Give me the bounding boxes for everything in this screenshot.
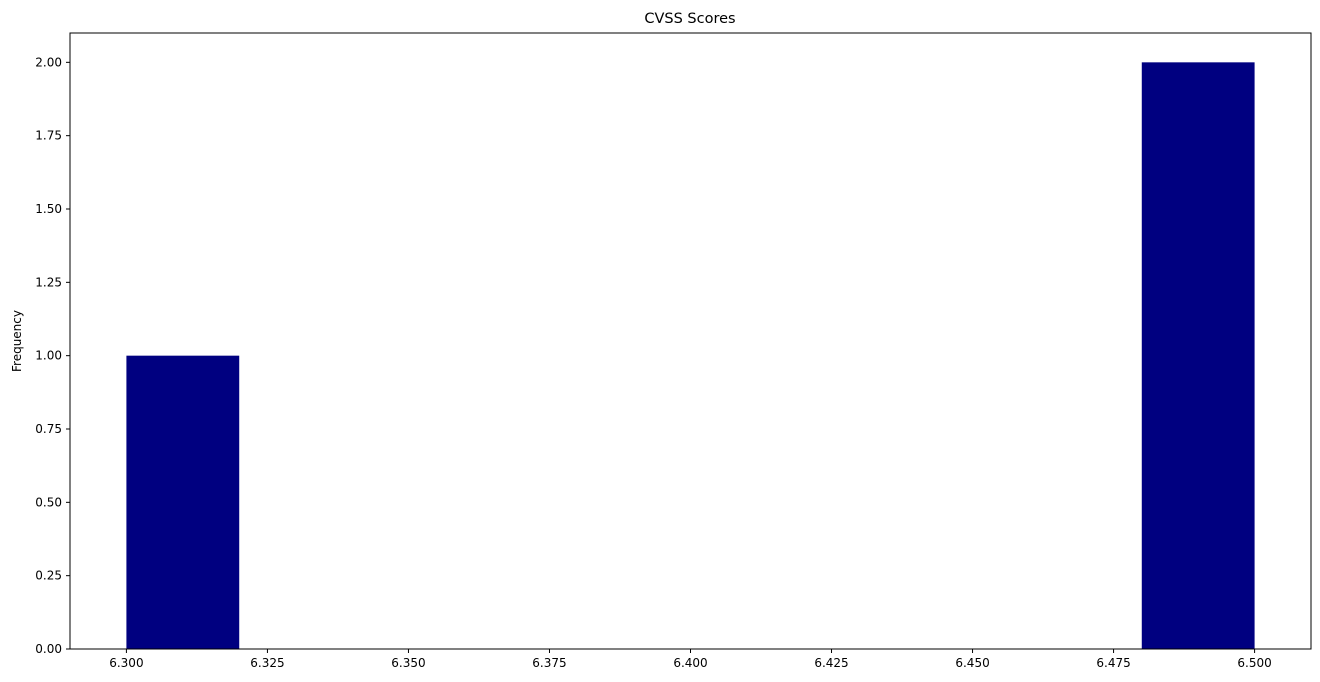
- y-tick-label: 1.50: [35, 202, 62, 216]
- y-tick-label: 1.00: [35, 349, 62, 363]
- x-tick-label: 6.450: [955, 656, 989, 670]
- y-tick-label: 2.00: [35, 55, 62, 69]
- y-axis-ticks: 0.00 0.25 0.50 0.75 1.00 1.25 1.50 1.75 2.00: [35, 55, 70, 656]
- x-tick-label: 6.475: [1096, 656, 1130, 670]
- y-tick-label: 0.75: [35, 422, 62, 436]
- y-tick-label: 0.25: [35, 569, 62, 583]
- histogram-bar-2: [1141, 62, 1255, 650]
- plot-frame: [69, 32, 1312, 650]
- x-tick-label: 6.375: [532, 656, 566, 670]
- histogram-bar-1: [126, 355, 240, 649]
- x-tick-label: 6.300: [109, 656, 143, 670]
- x-tick-label: 6.350: [391, 656, 425, 670]
- bars-group: [126, 62, 1255, 650]
- chart-title: CVSS Scores: [644, 11, 735, 27]
- y-tick-label: 1.75: [35, 129, 62, 143]
- y-tick-label: 0.50: [35, 495, 62, 509]
- x-tick-label: 6.425: [814, 656, 848, 670]
- x-tick-label: 6.325: [250, 656, 284, 670]
- y-tick-label: 1.25: [35, 275, 62, 289]
- y-axis-label: Frequency: [10, 310, 24, 372]
- x-tick-label: 6.400: [673, 656, 707, 670]
- y-tick-label: 0.00: [35, 642, 62, 656]
- x-axis-ticks: 6.300 6.325 6.350 6.375 6.400 6.425 6.450 6.475…: [109, 649, 1272, 670]
- x-tick-label: 6.500: [1237, 656, 1271, 670]
